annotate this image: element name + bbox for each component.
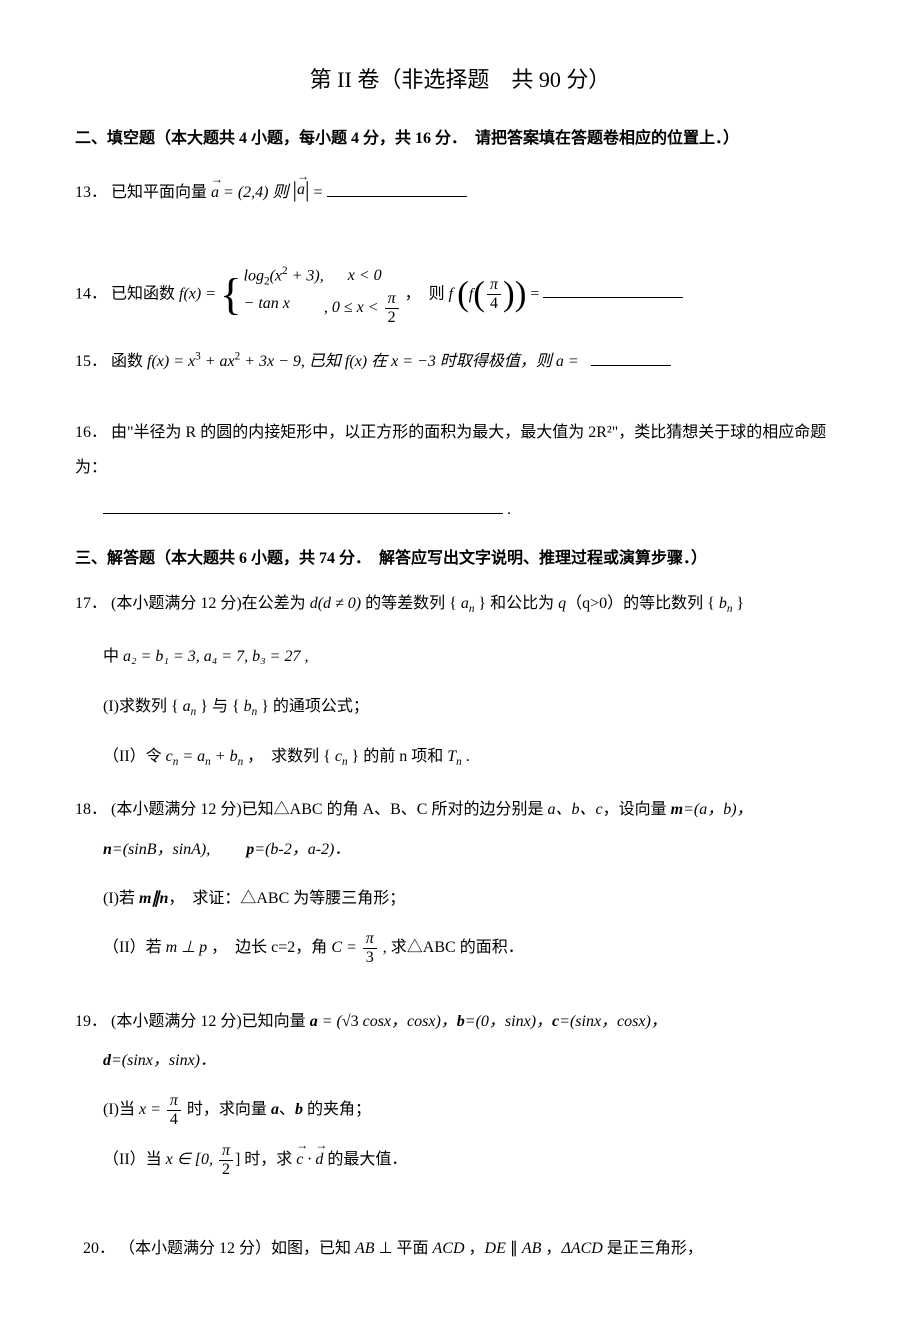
vector-a: a [211, 175, 219, 210]
blank-16 [103, 497, 503, 514]
question-17: 17． (本小题满分 12 分)在公差为 d(d ≠ 0) 的等差数列 { an… [75, 586, 845, 775]
q13-eq: = (2,4) 则 [223, 184, 292, 201]
f-outer: f [449, 285, 453, 302]
section-2-header: 二、填空题（本大题共 4 小题，每小题 4 分，共 16 分． 请把答案填在答题… [75, 125, 845, 154]
question-13: 13． 已知平面向量 a = (2,4) 则 a = [75, 165, 845, 214]
q18-num: 18． [75, 801, 107, 818]
question-15: 15． 函数 f(x) = x3 + ax2 + 3x − 9, 已知 f(x)… [75, 344, 845, 379]
q14-mid: ， 则 [405, 285, 449, 302]
q19-num: 19． [75, 1013, 107, 1030]
question-19: 19． (本小题满分 12 分)已知向量 a = (√3 cosx，cosx)，… [75, 1004, 845, 1178]
q15-text: 函数 [111, 353, 147, 370]
q14-fx: f(x) = [179, 285, 220, 302]
q16-text: 由"半径为 R 的圆的内接矩形中，以正方形的面积为最大，最大值为 2R²"，类比… [75, 424, 826, 476]
question-14: 14． 已知函数 f(x) = { log2(x2 + 3), x < 0 − … [75, 263, 845, 326]
q13-num: 13． [75, 184, 107, 201]
q16-period: . [507, 501, 511, 518]
outer-paren: ( f ( π4 ) ) [457, 277, 526, 312]
piecewise: { log2(x2 + 3), x < 0 − tan x , 0 ≤ x < … [220, 263, 401, 326]
blank-14 [543, 281, 683, 298]
q14-num: 14． [75, 285, 107, 302]
page-title: 第 II 卷（非选择题 共 90 分） [75, 60, 845, 100]
blank-15 [591, 349, 671, 366]
question-18: 18． (本小题满分 12 分)已知△ABC 的角 A、B、C 所对的边分别是 … [75, 792, 845, 965]
q16-num: 16． [75, 424, 107, 441]
q14-pre: 已知函数 [111, 285, 179, 302]
question-20: 20． （本小题满分 12 分）如图，已知 AB ⊥ 平面 ACD ，DE ∥ … [75, 1231, 845, 1266]
q13-pre: 已知平面向量 [111, 184, 211, 201]
q14-post: = [530, 285, 543, 302]
question-16: 16． 由"半径为 R 的圆的内接矩形中，以正方形的面积为最大，最大值为 2R²… [75, 415, 845, 527]
blank-13 [327, 180, 467, 197]
q17-num: 17． [75, 595, 107, 612]
section-3-header: 三、解答题（本大题共 6 小题，共 74 分． 解答应写出文字说明、推理过程或演… [75, 545, 845, 574]
q13-post: = [313, 184, 326, 201]
abs-a: a [293, 165, 310, 214]
q20-num: 20． [83, 1240, 115, 1257]
q15-num: 15． [75, 353, 107, 370]
